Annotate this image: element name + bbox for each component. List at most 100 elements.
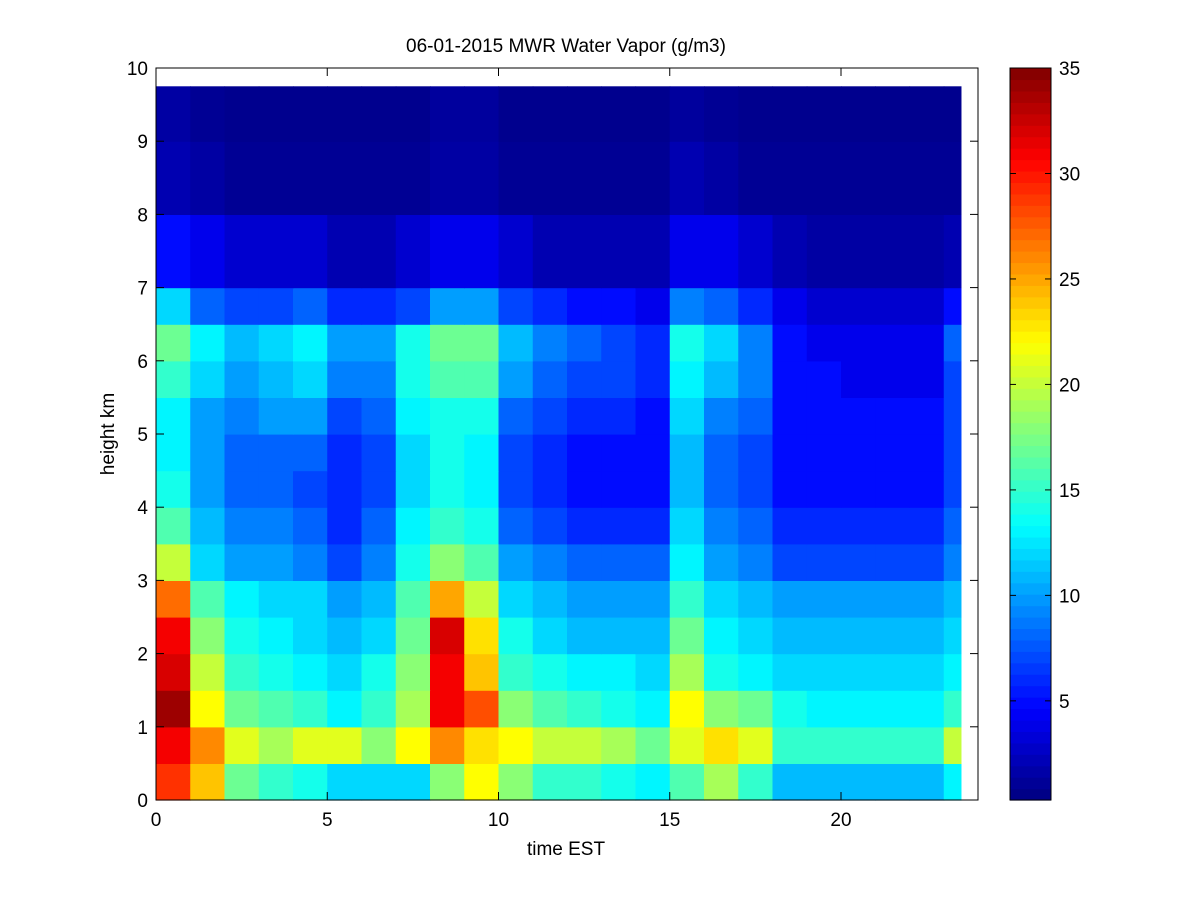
colorbar-swatch xyxy=(1010,445,1051,457)
heatmap-cell xyxy=(910,471,945,508)
heatmap-cell xyxy=(156,361,191,398)
heatmap-cell xyxy=(499,471,534,508)
heatmap-cell xyxy=(910,86,945,142)
heatmap-cell xyxy=(430,397,465,434)
heatmap-cell xyxy=(670,507,705,544)
heatmap-cell xyxy=(841,361,876,398)
heatmap-cell xyxy=(670,654,705,691)
heatmap-cell xyxy=(875,763,910,800)
heatmap-cell xyxy=(738,86,773,142)
y-tick-label: 4 xyxy=(137,498,148,519)
heatmap-cell xyxy=(670,580,705,617)
heatmap-cell xyxy=(293,141,328,215)
heatmap-cell xyxy=(533,434,568,471)
heatmap-cell xyxy=(499,617,534,654)
heatmap-cell xyxy=(670,324,705,361)
heatmap-cell xyxy=(396,763,431,800)
heatmap-cell xyxy=(259,507,294,544)
heatmap-cell xyxy=(738,690,773,727)
colorbar-swatch xyxy=(1010,709,1051,721)
heatmap-cell xyxy=(807,617,842,654)
heatmap-cell xyxy=(704,654,739,691)
colorbar-swatch xyxy=(1010,377,1051,389)
colorbar-swatch xyxy=(1010,480,1051,492)
heatmap-cell xyxy=(533,397,568,434)
y-axis-label: height km xyxy=(98,393,119,475)
heatmap-cell xyxy=(773,434,808,471)
heatmap-cell xyxy=(499,580,534,617)
heatmap-cell xyxy=(601,214,636,288)
heatmap-cell xyxy=(944,617,962,654)
heatmap-cell xyxy=(464,141,499,215)
heatmap-cell xyxy=(773,324,808,361)
heatmap-cell xyxy=(190,690,225,727)
heatmap-cell xyxy=(156,544,191,581)
heatmap-cell xyxy=(944,361,962,398)
heatmap-cell xyxy=(807,324,842,361)
heatmap-cell xyxy=(704,214,739,288)
heatmap-cell xyxy=(807,361,842,398)
heatmap-cell xyxy=(499,361,534,398)
heatmap-cell xyxy=(875,544,910,581)
heatmap-cell xyxy=(293,434,328,471)
heatmap-cell xyxy=(910,288,945,325)
heatmap-cell xyxy=(601,654,636,691)
heatmap-cell xyxy=(875,434,910,471)
colorbar-swatch xyxy=(1010,777,1051,789)
colorbar: 5 10 15 20 25 30 35 xyxy=(1010,59,1080,801)
heatmap-cell xyxy=(396,361,431,398)
heatmap-cell xyxy=(875,727,910,764)
heatmap-cell xyxy=(396,690,431,727)
heatmap-cell xyxy=(704,763,739,800)
heatmap-cell xyxy=(190,471,225,508)
heatmap-cell xyxy=(567,434,602,471)
heatmap-cell xyxy=(156,86,191,142)
colorbar-swatch xyxy=(1010,137,1051,149)
colorbar-tick-label: 20 xyxy=(1059,375,1080,396)
heatmap-cell xyxy=(704,471,739,508)
heatmap-cell xyxy=(533,86,568,142)
heatmap-cell xyxy=(156,617,191,654)
heatmap-cell xyxy=(327,690,362,727)
heatmap-cell xyxy=(190,141,225,215)
heatmap-cell xyxy=(225,471,260,508)
heatmap-cell xyxy=(362,434,397,471)
heatmap-cell xyxy=(259,86,294,142)
heatmap-cell xyxy=(944,324,962,361)
x-tick-label: 20 xyxy=(830,810,851,831)
colorbar-swatch xyxy=(1010,686,1051,698)
heatmap-cell xyxy=(841,324,876,361)
colorbar-swatch xyxy=(1010,628,1051,640)
heatmap-cell xyxy=(944,654,962,691)
heatmap-cell xyxy=(944,507,962,544)
colorbar-swatch xyxy=(1010,228,1051,240)
heatmap-cell xyxy=(704,141,739,215)
heatmap-cell xyxy=(807,544,842,581)
heatmap-cell xyxy=(225,617,260,654)
heatmap-cell xyxy=(738,141,773,215)
heatmap-cell xyxy=(773,727,808,764)
heatmap-cell xyxy=(533,544,568,581)
heatmap-cell xyxy=(738,214,773,288)
heatmap-cell xyxy=(567,471,602,508)
heatmap-cell xyxy=(225,86,260,142)
heatmap-cell xyxy=(601,580,636,617)
heatmap-cell xyxy=(670,727,705,764)
heatmap-cell xyxy=(567,763,602,800)
heatmap-cell xyxy=(225,544,260,581)
heatmap-cell xyxy=(944,397,962,434)
heatmap-cell xyxy=(396,471,431,508)
heatmap-cell xyxy=(738,434,773,471)
heatmap-cell xyxy=(670,141,705,215)
y-tick-label: 7 xyxy=(137,279,148,300)
heatmap-cell xyxy=(293,727,328,764)
heatmap-cell xyxy=(567,690,602,727)
colorbar-tick-label: 35 xyxy=(1059,59,1080,80)
y-tick-label: 5 xyxy=(137,425,148,446)
heatmap-cell xyxy=(190,727,225,764)
heatmap-cell xyxy=(327,141,362,215)
y-tick-label: 2 xyxy=(137,645,148,666)
heatmap-cell xyxy=(636,471,671,508)
heatmap-cell xyxy=(225,397,260,434)
heatmap-cell xyxy=(362,214,397,288)
